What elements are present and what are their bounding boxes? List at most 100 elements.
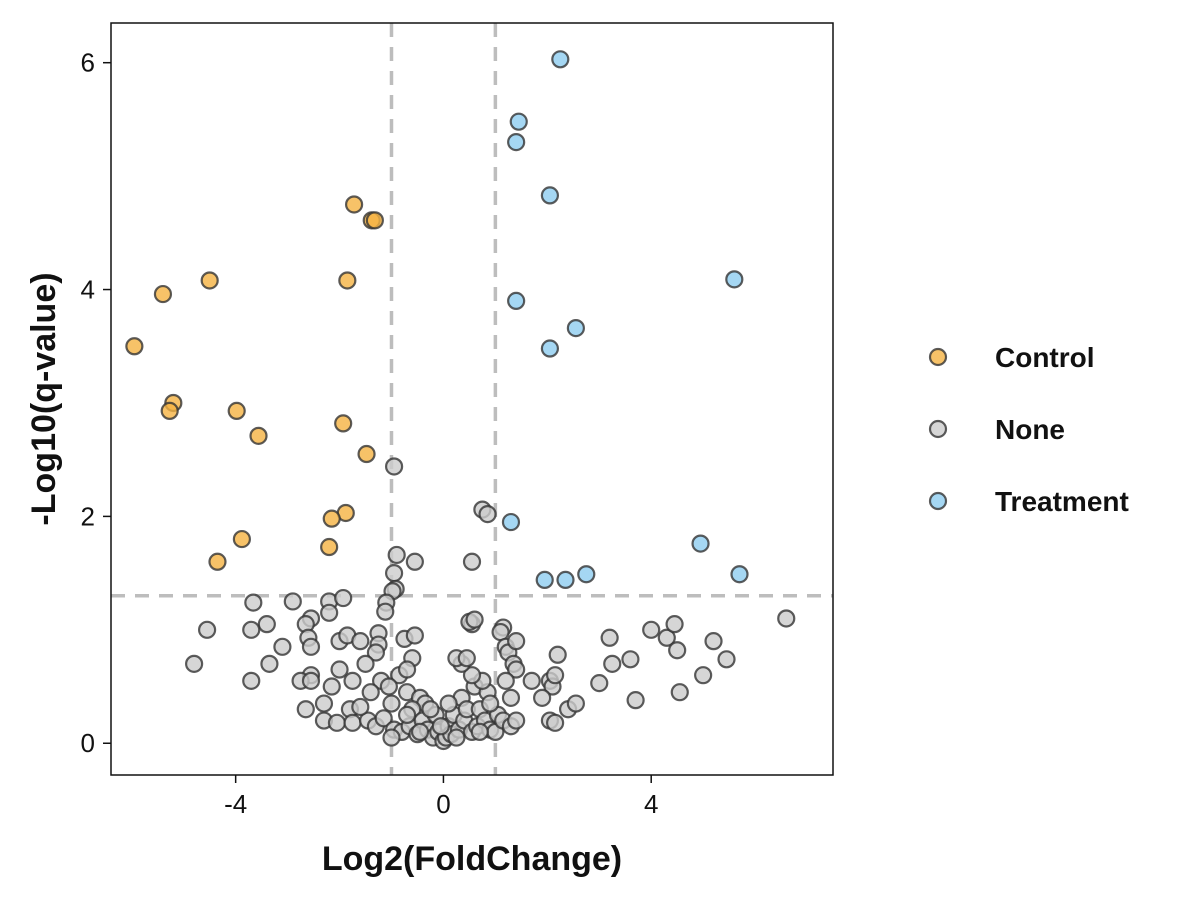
point-none-18 [197, 620, 217, 639]
point-none-105 [522, 671, 541, 690]
point-none-120 [626, 691, 645, 710]
point-none-128 [717, 650, 736, 669]
point-none-141 [397, 705, 417, 724]
point-none-34 [356, 654, 375, 673]
point-none-142 [481, 694, 500, 713]
point-treatment-6 [566, 319, 585, 338]
point-none-40 [322, 677, 341, 696]
x-axis-title: Log2(FoldChange) [322, 840, 622, 878]
point-control-17 [208, 552, 227, 571]
point-treatment-1 [509, 112, 528, 131]
point-none-32 [397, 660, 417, 679]
x-tick-label: -4 [224, 789, 247, 819]
point-treatment-12 [556, 570, 575, 590]
point-treatment-0 [551, 50, 570, 69]
point-none-127 [704, 632, 723, 651]
point-none-7 [376, 602, 395, 621]
point-none-135 [439, 694, 458, 713]
point-treatment-7 [540, 339, 560, 358]
point-none-25 [351, 632, 370, 651]
legend-label-control: Control [995, 342, 1095, 373]
point-treatment-8 [501, 512, 521, 532]
point-treatment-5 [507, 291, 526, 310]
legend-marker-treatment [928, 491, 948, 511]
point-treatment-11 [577, 565, 596, 584]
point-none-50 [382, 694, 401, 713]
point-none-20 [260, 654, 279, 673]
point-none-124 [668, 641, 687, 660]
point-none-114 [546, 713, 565, 732]
plot-frame [110, 22, 834, 776]
point-control-9 [365, 211, 384, 230]
point-none-22 [301, 637, 321, 656]
point-none-33 [366, 643, 386, 662]
point-none-137 [431, 717, 450, 736]
data-points [125, 50, 796, 751]
point-none-13 [257, 615, 276, 634]
point-none-44 [379, 677, 398, 696]
point-none-10 [320, 603, 339, 622]
point-none-133 [351, 697, 370, 717]
y-tick-label: 6 [81, 48, 95, 78]
point-control-10 [338, 271, 357, 290]
point-control-1 [153, 284, 173, 304]
point-none-19 [185, 654, 204, 673]
point-none-1 [387, 545, 406, 565]
legend-label-treatment: Treatment [995, 486, 1129, 517]
point-treatment-2 [507, 132, 526, 152]
point-none-112 [566, 694, 585, 713]
point-none-126 [694, 666, 713, 685]
point-control-0 [125, 337, 144, 356]
point-control-7 [344, 195, 364, 214]
point-none-139 [410, 722, 430, 741]
point-none-125 [670, 683, 689, 702]
point-none-38 [301, 671, 321, 690]
point-none-104 [507, 632, 526, 651]
point-none-102 [507, 660, 526, 679]
x-tick-label: 4 [644, 789, 658, 819]
point-none-55 [343, 713, 362, 732]
point-control-2 [200, 271, 219, 290]
point-control-4 [160, 401, 179, 421]
legend-label-none: None [995, 414, 1065, 445]
point-none-136 [421, 700, 440, 719]
point-none-118 [600, 628, 619, 647]
point-none-2 [405, 552, 424, 571]
point-none-134 [382, 728, 401, 747]
point-none-130 [462, 552, 482, 571]
point-none-58 [374, 709, 393, 728]
point-none-0 [384, 457, 404, 476]
point-control-15 [320, 537, 339, 557]
y-tick-label: 2 [81, 501, 95, 531]
y-tick-label: 4 [81, 275, 95, 305]
legend-marker-none [928, 419, 948, 439]
point-none-110 [548, 645, 567, 664]
point-none-42 [343, 671, 362, 690]
point-control-16 [232, 529, 251, 549]
point-none-109 [546, 666, 565, 685]
point-none-103 [496, 671, 515, 690]
point-none-35 [330, 660, 349, 679]
y-tick-label: 0 [81, 728, 95, 758]
point-none-138 [447, 728, 466, 747]
point-none-41 [314, 694, 334, 713]
x-tick-label: 0 [436, 789, 450, 819]
point-none-121 [642, 620, 661, 639]
point-control-5 [227, 401, 246, 421]
point-none-96 [465, 610, 484, 629]
point-none-117 [603, 654, 622, 673]
point-control-6 [249, 426, 268, 445]
point-none-39 [242, 671, 261, 690]
point-none-140 [470, 722, 489, 741]
point-none-21 [273, 637, 292, 656]
point-none-115 [501, 688, 521, 707]
point-none-132 [478, 505, 497, 524]
legend-marker-control [928, 347, 948, 367]
point-none-116 [590, 674, 609, 693]
point-none-98 [491, 622, 510, 642]
point-none-129 [777, 609, 796, 628]
axes: -4 0 4 0 2 4 6 Log2(FoldChange) -Log10(q-value) [25, 22, 834, 878]
y-axis-title: -Log10(q-value) [25, 272, 63, 525]
